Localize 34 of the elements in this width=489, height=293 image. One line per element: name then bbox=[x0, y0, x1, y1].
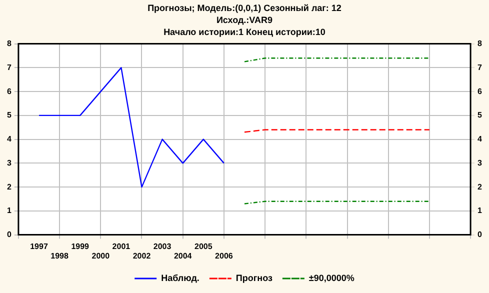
y-tick-label: 3 bbox=[6, 158, 12, 168]
legend-label: ±90,0000% bbox=[308, 272, 354, 283]
y2-tick-label: 1 bbox=[478, 206, 483, 216]
x-tick-label: 2002 bbox=[132, 251, 152, 260]
x-tick-label: 1997 bbox=[30, 242, 48, 251]
x-tick-label: 1999 bbox=[71, 242, 90, 251]
x-tick-label: 2000 bbox=[92, 251, 110, 260]
y2-tick-label: 5 bbox=[478, 110, 483, 120]
y-tick-label: 8 bbox=[6, 39, 12, 48]
x-tick-label: 2001 bbox=[112, 242, 131, 251]
y-tick-label: 0 bbox=[6, 230, 12, 240]
x-tick-label: 2003 bbox=[153, 242, 172, 251]
y2-tick-label: 3 bbox=[478, 158, 483, 168]
y-tick-label: 1 bbox=[6, 206, 12, 216]
legend-label: Наблюд. bbox=[161, 272, 200, 283]
chart-title: Прогнозы; Модель:(0,0,1) Сезонный лаг: 12 bbox=[146, 2, 342, 14]
y2-tick-label: 2 bbox=[478, 182, 483, 192]
y2-tick-label: 6 bbox=[478, 86, 483, 96]
x-tick-label: 2005 bbox=[194, 242, 213, 251]
y2-tick-label: 4 bbox=[478, 134, 483, 144]
y2-tick-label: 8 bbox=[478, 39, 483, 48]
legend-label: Прогноз bbox=[236, 272, 273, 283]
x-tick-label: 1998 bbox=[50, 251, 69, 260]
y-tick-label: 7 bbox=[6, 62, 12, 72]
y-tick-label: 5 bbox=[6, 110, 12, 120]
y2-tick-label: 0 bbox=[478, 230, 483, 240]
x-tick-label: 2006 bbox=[215, 251, 234, 260]
chart-subtitle: Исход.:VAR9 bbox=[215, 14, 274, 26]
x-tick-label: 2004 bbox=[174, 251, 192, 260]
y-tick-label: 4 bbox=[6, 134, 12, 144]
y2-tick-label: 7 bbox=[478, 62, 483, 72]
y-tick-label: 6 bbox=[6, 86, 12, 96]
text: Начало истории:1 Конец истории:10 bbox=[162, 26, 326, 38]
y-tick-label: 2 bbox=[6, 182, 12, 192]
